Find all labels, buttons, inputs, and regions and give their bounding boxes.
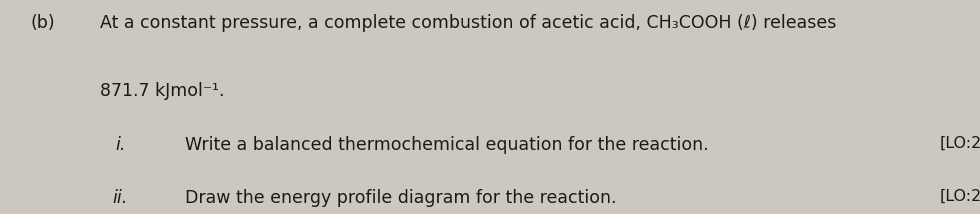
Text: 871.7 kJmol⁻¹.: 871.7 kJmol⁻¹. (100, 82, 224, 100)
Text: At a constant pressure, a complete combustion of acetic acid, CH₃COOH (ℓ) releas: At a constant pressure, a complete combu… (100, 14, 836, 32)
Text: (b): (b) (30, 14, 55, 32)
Text: [LO:2: [LO:2 (940, 189, 980, 204)
Text: [LO:2: [LO:2 (940, 136, 980, 151)
Text: ii.: ii. (112, 189, 127, 207)
Text: i.: i. (115, 136, 125, 154)
Text: Write a balanced thermochemical equation for the reaction.: Write a balanced thermochemical equation… (185, 136, 709, 154)
Text: Draw the energy profile diagram for the reaction.: Draw the energy profile diagram for the … (185, 189, 616, 207)
